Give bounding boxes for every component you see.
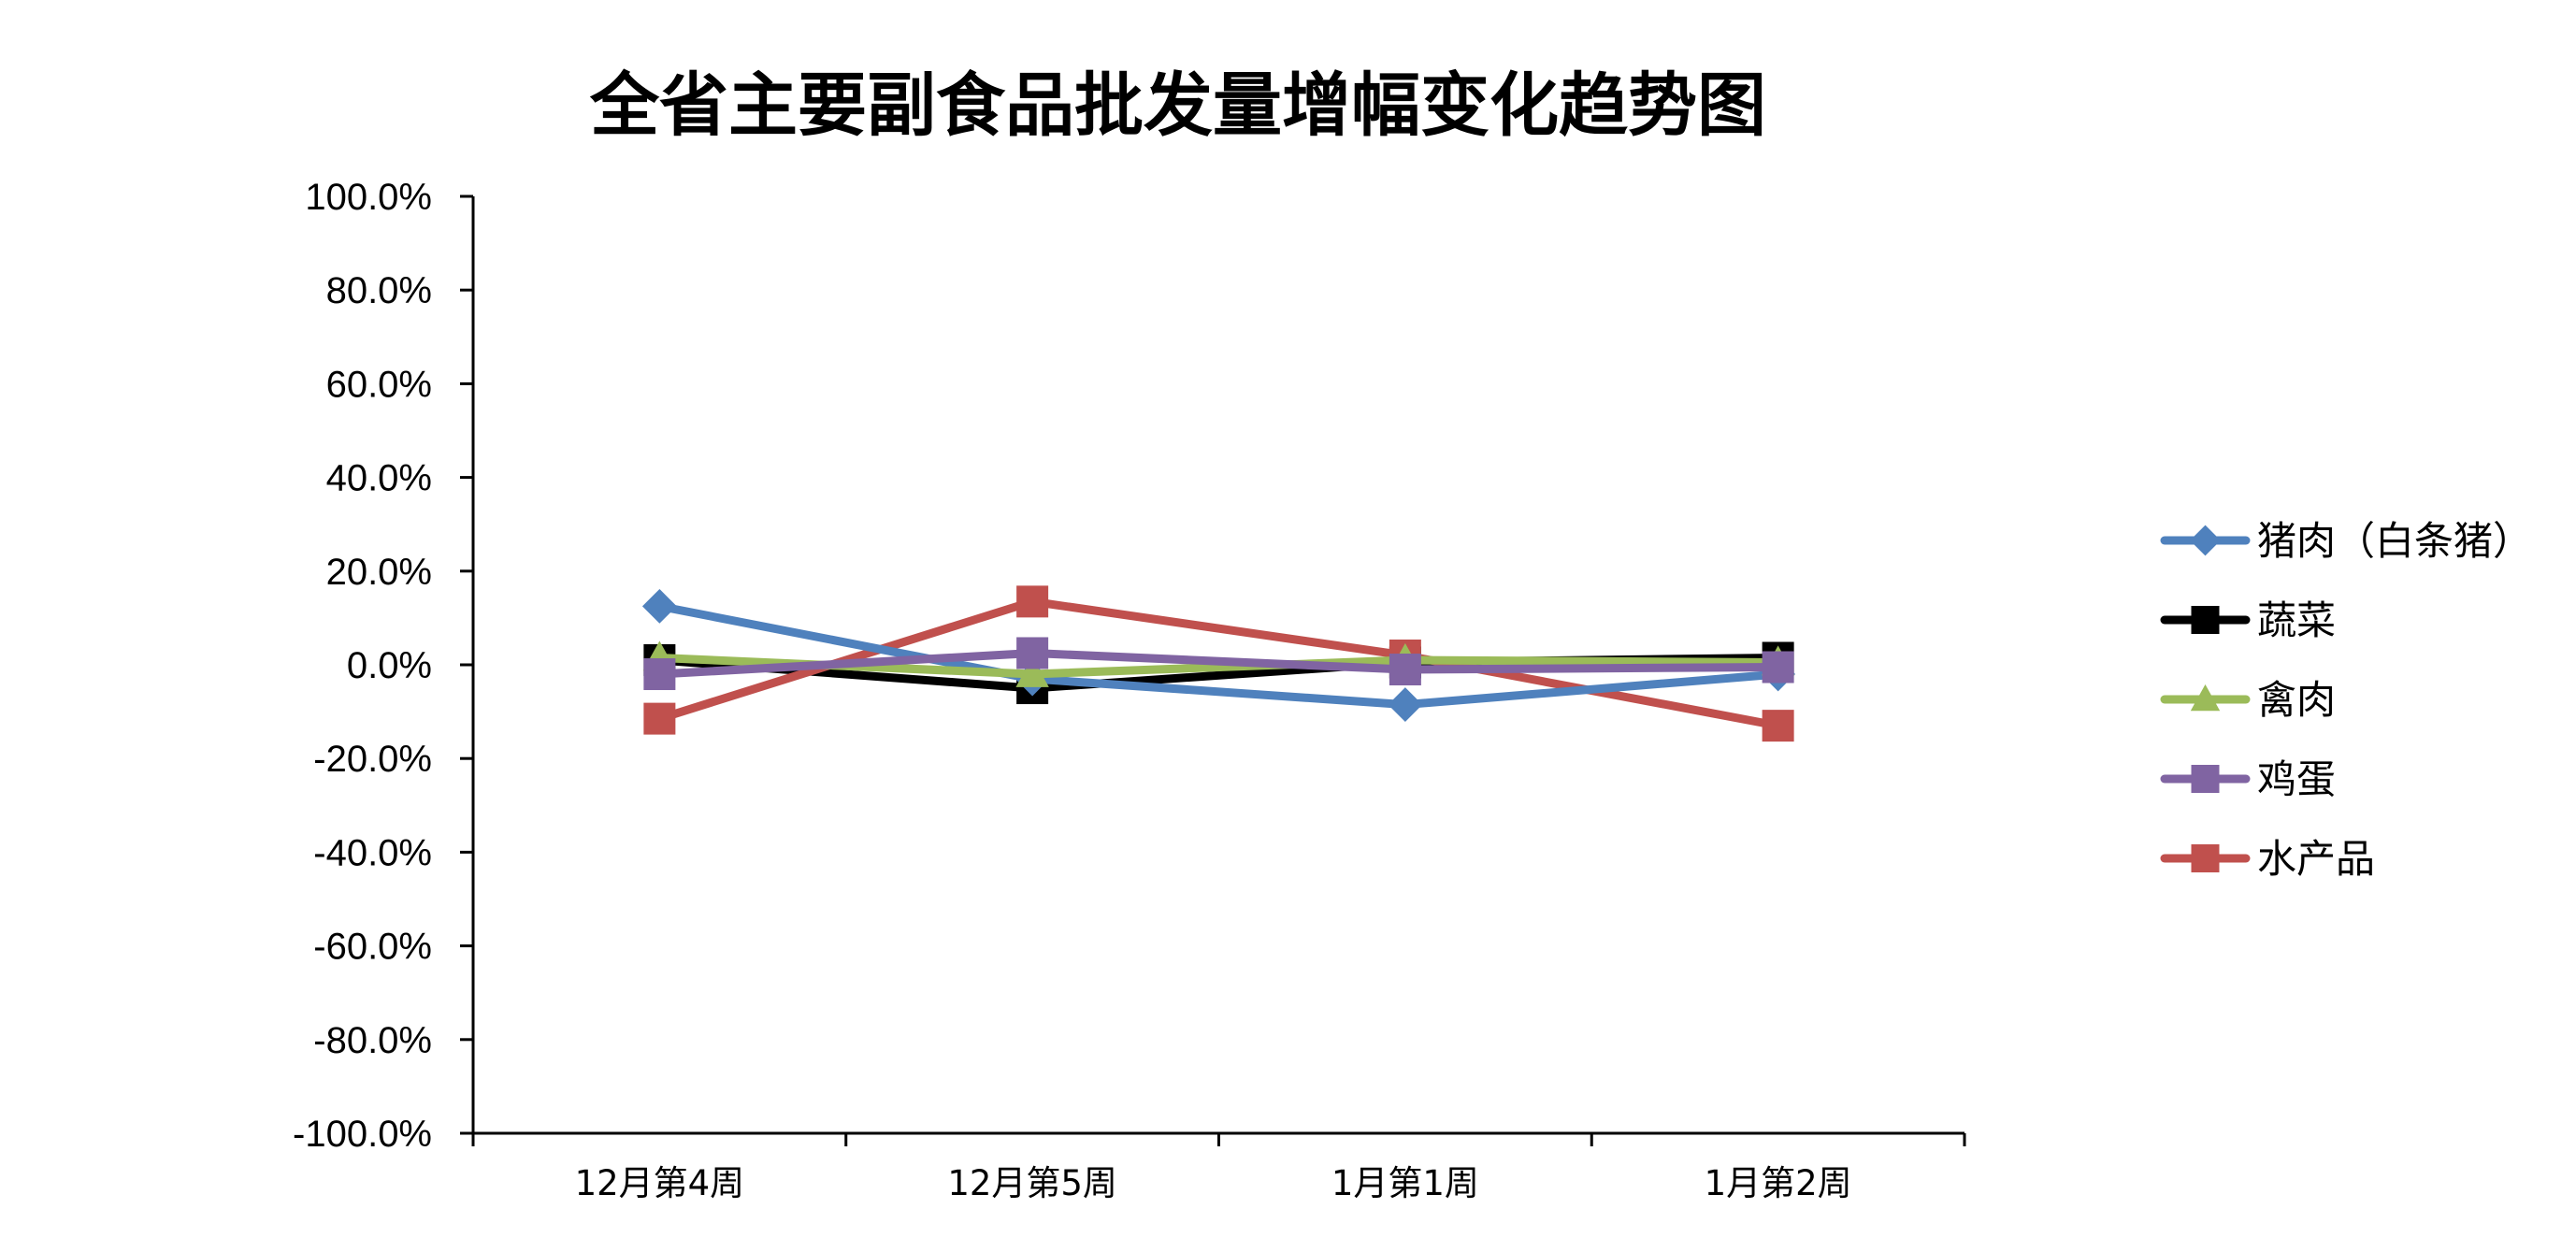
- series-layer: [641, 585, 1796, 742]
- legend-item: 蔬菜: [2160, 597, 2336, 643]
- x-tick-label: 1月第1周: [1331, 1163, 1479, 1203]
- data-point: [2191, 606, 2220, 634]
- data-point: [643, 658, 676, 691]
- legend-label: 鸡蛋: [2257, 756, 2336, 802]
- x-axis-ticks: 12月第4周 12月第5周 1月第1周 1月第2周: [471, 1133, 1966, 1203]
- legend-item: 鸡蛋: [2160, 756, 2336, 802]
- y-tick-label: -100.0%: [293, 1114, 432, 1155]
- x-tick-label: 12月第4周: [575, 1163, 745, 1203]
- data-point: [2191, 844, 2220, 872]
- x-tick-label: 1月第2周: [1705, 1163, 1852, 1203]
- y-tick-label: 60.0%: [326, 364, 432, 405]
- data-point: [1762, 651, 1794, 684]
- y-tick-label: 80.0%: [326, 270, 432, 311]
- data-point: [1762, 710, 1794, 742]
- series-3: [643, 637, 1794, 691]
- data-point: [2190, 525, 2221, 556]
- y-tick-label: 40.0%: [326, 458, 432, 499]
- y-tick-label: 0.0%: [347, 645, 432, 686]
- series-line: [655, 601, 1783, 710]
- legend-label: 水产品: [2257, 836, 2375, 882]
- y-tick-label: -60.0%: [313, 927, 432, 968]
- series-line: [655, 648, 1783, 679]
- data-point: [1016, 637, 1049, 669]
- data-point: [1015, 656, 1049, 687]
- legend-item: 水产品: [2160, 836, 2375, 882]
- y-tick-label: -40.0%: [313, 832, 432, 873]
- legend-label: 蔬菜: [2257, 597, 2336, 643]
- y-tick-label: -80.0%: [313, 1020, 432, 1061]
- legend-item: 禽肉: [2160, 677, 2336, 723]
- legend-label: 禽肉: [2257, 677, 2336, 723]
- chart-title: 全省主要副食品批发量增幅变化趋势图: [589, 65, 1766, 146]
- y-tick-label: 100.0%: [305, 177, 432, 218]
- data-point: [2190, 684, 2221, 712]
- series-0: [641, 588, 1796, 722]
- data-point: [2191, 765, 2220, 793]
- y-tick-label: 20.0%: [326, 552, 432, 593]
- data-point: [1016, 585, 1049, 618]
- y-tick-label: -20.0%: [313, 739, 432, 780]
- y-axis-ticks: -100.0% -80.0% -60.0% -40.0% -20.0% 0.0% 20.0%…: [293, 177, 473, 1155]
- legend-label: 猪肉（白条猪）: [2257, 518, 2532, 564]
- data-point: [1388, 687, 1423, 722]
- data-point: [641, 588, 677, 624]
- data-point: [643, 702, 676, 735]
- data-point: [1389, 654, 1421, 686]
- x-tick-label: 12月第5周: [947, 1163, 1117, 1203]
- legend-item: 猪肉（白条猪）: [2160, 518, 2532, 564]
